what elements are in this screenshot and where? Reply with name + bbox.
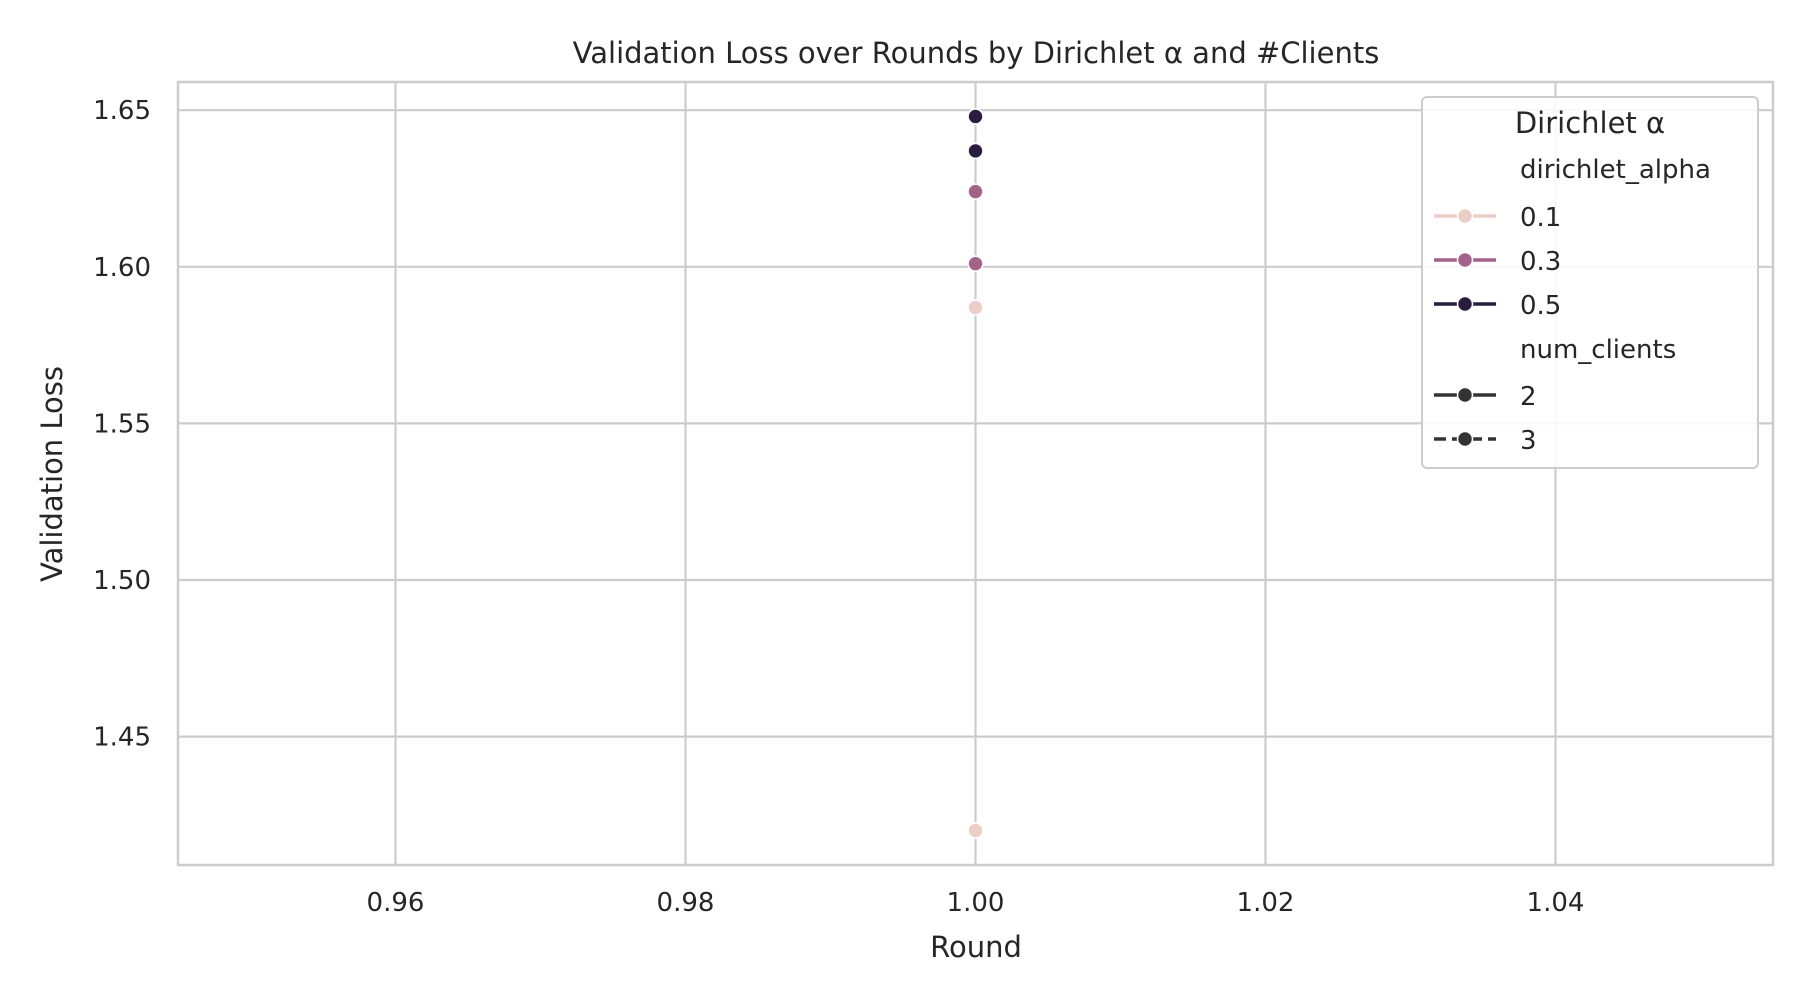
legend-entry-label: 3 [1520,426,1537,456]
legend-marker [1456,207,1474,225]
legend-marker [1456,430,1474,448]
legend-entry-label: 0.1 [1520,203,1561,233]
legend: Dirichlet α dirichlet_alpha 0.1 0.3 0.5 nu… [1421,96,1759,469]
y-tick-label: 1.65 [93,96,151,126]
legend-hue-subtitle: dirichlet_alpha [1520,155,1711,185]
y-tick-label: 1.55 [93,409,151,439]
plot-area-frame [176,80,1775,867]
x-tick-label: 0.96 [367,888,425,918]
legend-entry-label: 2 [1520,382,1537,412]
x-tick-label: 1.00 [947,888,1005,918]
legend-style-entries: 23 [1434,382,1537,456]
x-tick-label: 0.98 [657,888,715,918]
data-marks [967,108,984,839]
y-tick-label: 1.45 [93,723,151,753]
y-axis-label: Validation Loss [35,366,69,582]
legend-entry-label: 0.5 [1520,291,1561,321]
legend-title: Dirichlet α [1515,106,1665,140]
data-point [967,299,984,316]
legend-box [1421,96,1759,469]
data-point [967,822,984,839]
y-tick-label: 1.50 [93,566,151,596]
x-tick-label: 1.04 [1527,888,1585,918]
chart-title: Validation Loss over Rounds by Dirichlet… [573,36,1380,70]
legend-entry-label: 0.3 [1520,247,1561,277]
legend-marker [1456,386,1474,404]
legend-marker [1456,251,1474,269]
data-point [967,255,984,272]
x-axis-label: Round [930,930,1022,964]
y-axis-ticks: 1.45 1.50 1.55 1.60 1.65 [93,96,151,752]
legend-marker [1456,295,1474,313]
data-point [967,142,984,160]
x-axis-ticks: 0.96 0.98 1.00 1.02 1.04 [367,888,1585,918]
y-tick-label: 1.60 [93,253,151,283]
data-point [967,108,984,125]
legend-hue-entries: 0.1 0.3 0.5 [1434,203,1561,321]
x-tick-label: 1.02 [1237,888,1295,918]
data-point [967,183,984,200]
legend-style-subtitle: num_clients [1520,335,1676,365]
